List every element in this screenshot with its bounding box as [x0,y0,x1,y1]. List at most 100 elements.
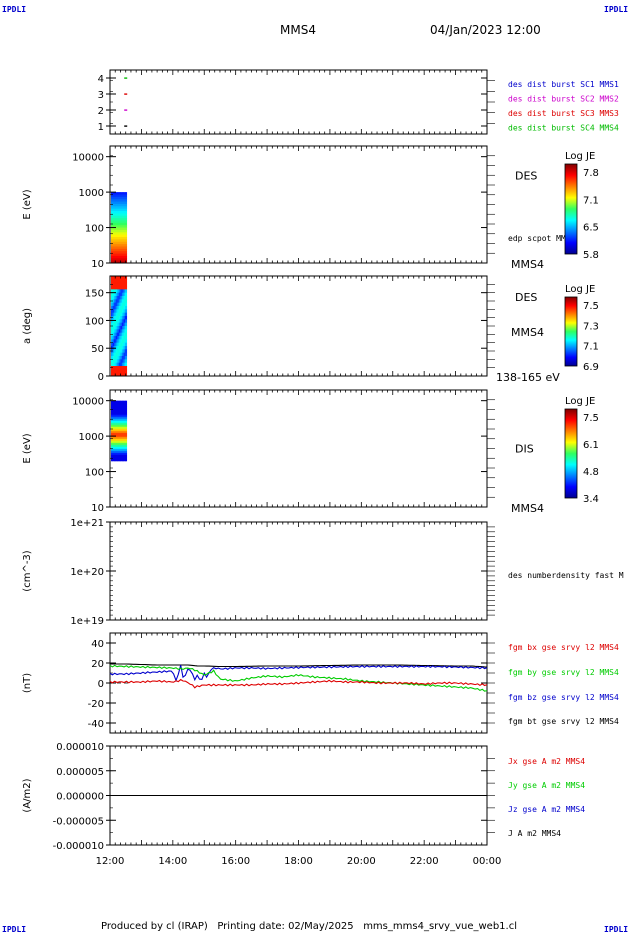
heatmap-cell [117,239,120,243]
heatmap-cell [125,312,128,317]
heatmap-cell [112,222,115,226]
heatmap-cell [114,239,117,243]
heatmap-cell [111,352,113,357]
heatmap-cell [120,366,123,370]
heatmap-cell [118,239,121,243]
heatmap-cell [121,422,124,426]
heatmap-cell [125,454,128,458]
panel-instrument-label: DES [515,291,537,304]
heatmap-cell [115,404,118,408]
burst-marker [124,93,128,95]
panel-fgm: 40 20 0 -20 -40 (nT) fgm bx gse srvy l2 MMS4 fg… [22,632,619,734]
heatmap-cell [111,206,113,210]
heatmap-cell [120,222,123,226]
heatmap-cell [121,372,124,377]
heatmap-cell [115,222,118,226]
heatmap-cell [117,279,120,284]
heatmap-cell [117,452,120,456]
heatmap-cell [120,400,123,404]
heatmap-cell [115,346,118,350]
heatmap-cell [118,424,121,428]
heatmap-cell [112,430,115,434]
heatmap-cell [111,322,113,327]
heatmap-cell [114,440,117,444]
heatmap-cell [118,276,121,280]
heatmap-cell [125,286,128,290]
heatmap-cell [121,289,124,294]
heatmap-cell [123,450,126,454]
heatmap-cell [123,279,126,284]
heatmap-cell [111,309,113,314]
heatmap-cell [115,416,118,420]
heatmap-cell [125,255,128,259]
heatmap-cell [118,296,121,300]
heatmap-cell [125,251,128,254]
heatmap-cell [117,192,120,195]
heatmap-cell [114,452,117,456]
heatmap-cell [125,220,128,224]
heatmap-cell [114,406,117,410]
heatmap-cell [120,408,123,412]
heatmap-cell [118,446,121,450]
heatmap-cell [121,279,124,284]
heatmap-cell [115,434,118,438]
y-tick-label: 1000 [79,188,104,199]
heatmap-cell [117,446,120,450]
colorbar-tick-label: 6.9 [583,362,599,373]
heatmap-cell [111,199,113,202]
heatmap-cell [111,422,113,426]
heatmap-cell [120,458,123,462]
heatmap-cell [112,332,115,337]
heatmap-cell [121,356,124,360]
heatmap-cell [118,456,121,460]
panel-frame [109,69,488,135]
y-tick-label: 0.000005 [56,767,104,778]
heatmap-cell [118,292,121,297]
heatmap-cell [120,251,123,254]
heatmap-cell [114,227,117,231]
heatmap-cell [112,339,115,344]
heatmap-cell [111,234,113,238]
heatmap-cell [118,289,121,294]
heatmap-cell [120,326,123,330]
heatmap-cell [120,299,123,304]
heatmap-cell [121,213,124,217]
heatmap-cell [125,279,128,284]
legend-entry: des dist burst SC2 MMS2 [508,95,619,104]
heatmap-cell [120,444,123,448]
heatmap-cell [123,446,126,450]
heatmap-cell [118,402,121,406]
heatmap-cell [125,234,128,238]
heatmap-cell [125,404,128,408]
corner-label-bottom-right: IPDLI [604,925,628,934]
heatmap-cell [111,438,113,442]
heatmap-cell [114,428,117,432]
series-by [109,664,488,692]
colorbar-tick-label: 7.1 [583,195,599,206]
heatmap-cell [120,352,123,357]
panel-bottom-label: MMS4 [511,258,544,271]
panels: 4 3 2 1 des dist burst SC1 MMS1 des dist burs… [22,69,624,852]
heatmap-cell [121,412,124,416]
heatmap-cell [118,192,121,195]
heatmap-cell [112,296,115,300]
legend-entry: fgm bx gse srvy l2 MMS4 [508,643,619,652]
panel-instrument-label: DIS [515,443,534,456]
heatmap-cell [123,416,126,420]
heatmap-cell [118,206,121,210]
heatmap-cell [112,422,115,426]
heatmap-cell [112,203,115,207]
heatmap-cell [120,244,123,247]
heatmap-cell [117,316,120,320]
heatmap-cell [112,410,115,414]
heatmap-cell [117,222,120,226]
heatmap-cell [123,352,126,357]
heatmap-cell [114,442,117,446]
heatmap-cell [121,440,124,444]
heatmap-cell [125,362,128,367]
y-tick-label: 10000 [72,153,104,164]
heatmap-cell [111,432,113,436]
heatmap-cell [125,211,128,214]
heatmap-cell [112,362,115,367]
heatmap-cell [120,436,123,440]
